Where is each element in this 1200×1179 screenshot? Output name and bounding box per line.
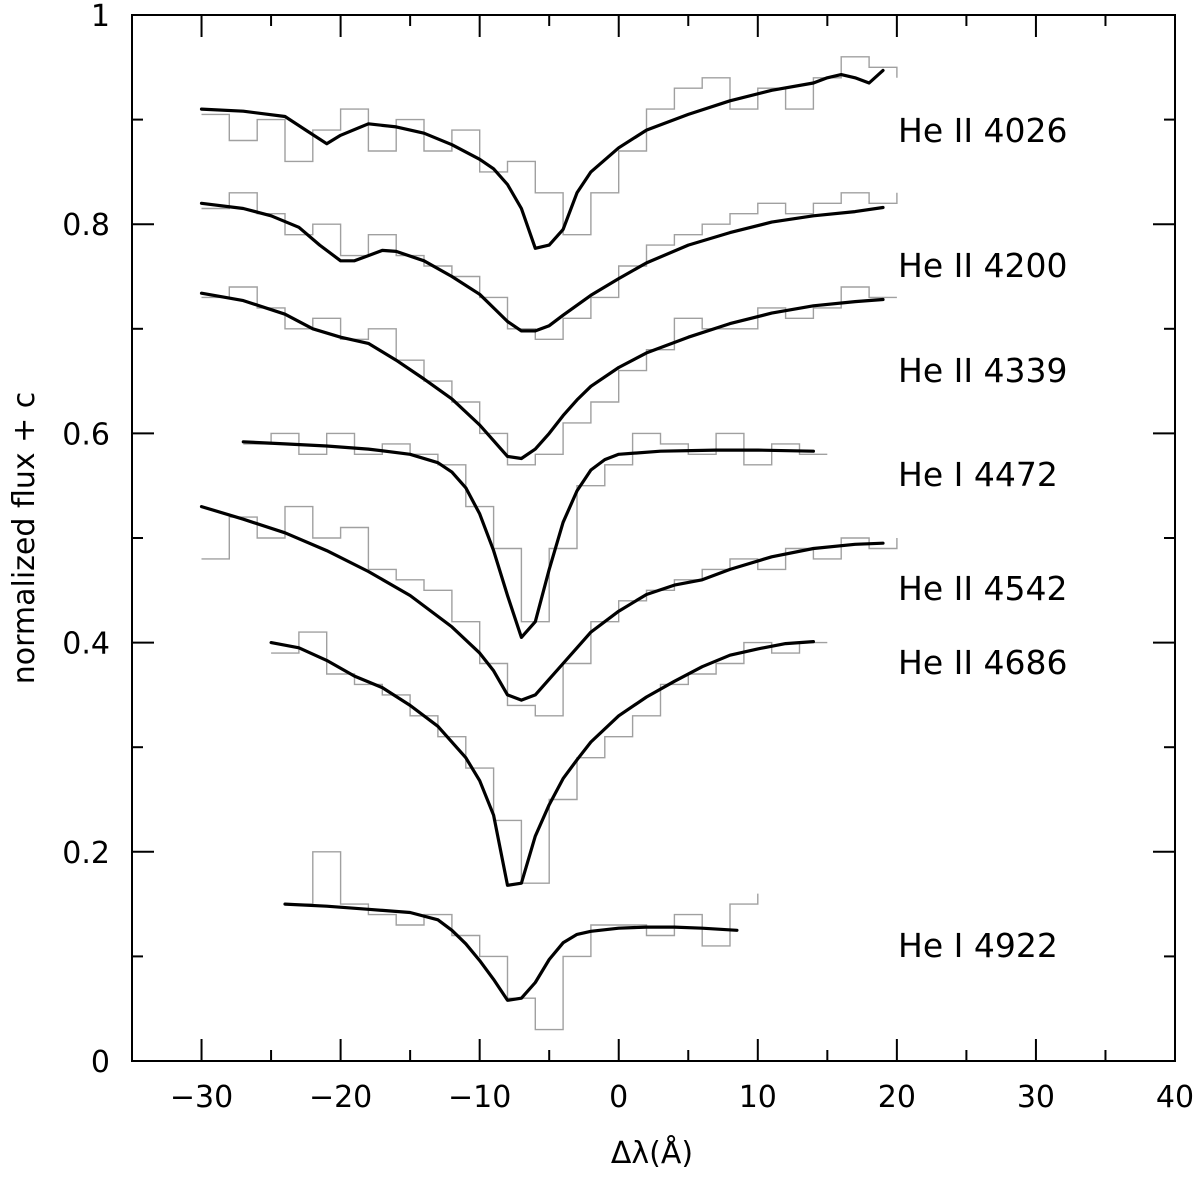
x-tick-label: 0: [609, 1080, 628, 1115]
line-label-he-i-4472: He I 4472: [898, 455, 1058, 494]
y-tick-label: 0.6: [62, 417, 110, 452]
y-tick-label: 1: [91, 0, 110, 34]
model-profiles: [199, 68, 885, 1002]
model-profile-he-ii-4339: [199, 291, 885, 461]
model-profile-he-i-4472: [241, 440, 816, 640]
model-profile-he-ii-4686: [269, 639, 816, 887]
y-tick-label: 0.4: [62, 627, 110, 662]
model-profile-he-ii-4542: [199, 505, 885, 702]
observed-spectrum-he-ii-4686: [271, 631, 828, 884]
x-tick-label: −10: [448, 1080, 511, 1115]
line-label-he-ii-4200: He II 4200: [898, 246, 1068, 285]
line-label-he-ii-4339: He II 4339: [898, 351, 1068, 390]
y-axis-title: normalized flux + c: [7, 392, 42, 685]
x-tick-label: −20: [309, 1080, 372, 1115]
y-tick-label: 0.2: [62, 836, 110, 871]
model-profile-he-ii-4026: [199, 68, 885, 250]
line-labels: He II 4026 He II 4200 He II 4339 He I 4472 H…: [898, 111, 1068, 965]
axis-ticks: −30 −20 −10 0 10 20 30 40 0 0.2 0.4 0.6 0.8 1: [62, 0, 1194, 1115]
model-profile-he-i-4922: [283, 902, 739, 1002]
x-tick-label: 20: [878, 1080, 916, 1115]
x-tick-label: 10: [739, 1080, 777, 1115]
x-tick-label: 30: [1017, 1080, 1055, 1115]
observed-spectrum-he-ii-4026: [201, 56, 898, 236]
x-tick-label: 40: [1156, 1080, 1194, 1115]
y-tick-label: 0: [91, 1045, 110, 1080]
line-label-he-ii-4542: He II 4542: [898, 569, 1068, 608]
x-tick-label: −30: [170, 1080, 233, 1115]
observed-spectrum-he-ii-4200: [201, 192, 898, 340]
y-tick-label: 0.8: [62, 208, 110, 243]
line-label-he-i-4922: He I 4922: [898, 926, 1058, 965]
line-label-he-ii-4686: He II 4686: [898, 643, 1068, 682]
model-profile-he-ii-4200: [199, 201, 885, 333]
observed-spectrum-he-ii-4339: [201, 286, 897, 466]
x-axis-title: Δλ(Å): [611, 1135, 693, 1171]
line-label-he-ii-4026: He II 4026: [898, 111, 1068, 150]
